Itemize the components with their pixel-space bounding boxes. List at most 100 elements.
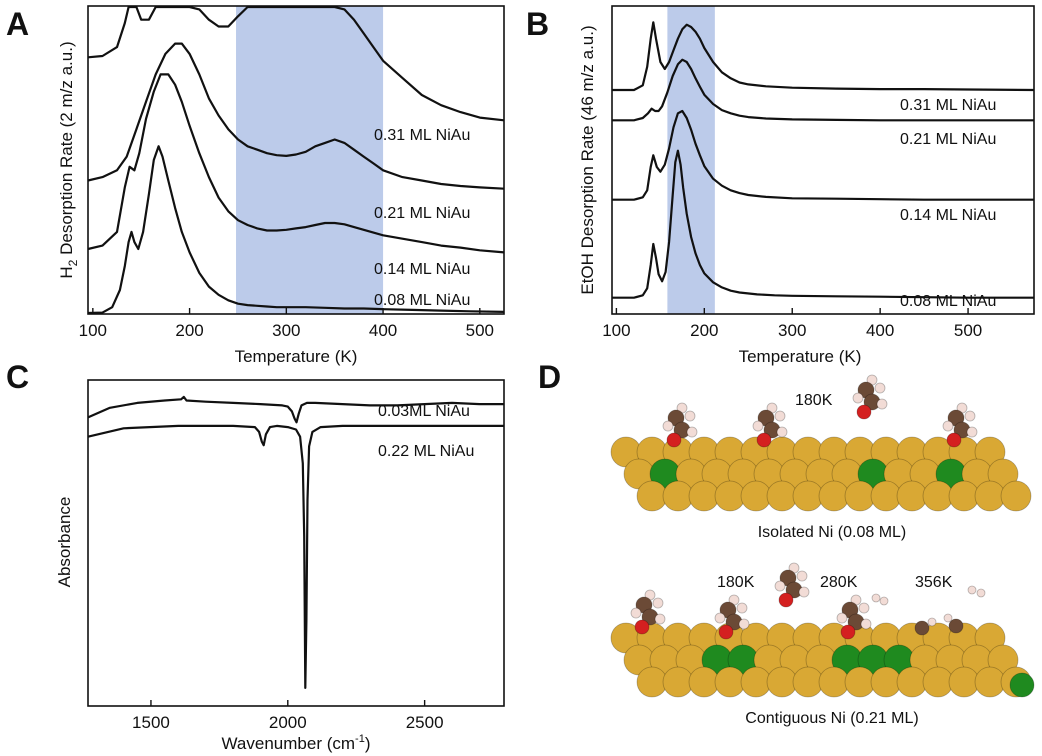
au-atom [636,480,668,512]
au-atom [740,480,772,512]
au-atom [688,480,720,512]
ethanol-molecule [662,402,698,448]
au-atom [688,666,720,698]
hydrogen-atom [796,570,808,582]
hydrogen-atom [852,392,864,404]
series-label-b-0: 0.31 ML NiAu [900,97,996,114]
chart-c-xlabel: Wavenumber (cm-1) [222,733,371,753]
slab-isolated-ni [610,436,1032,512]
ni-atom [1009,672,1035,698]
hydrogen-atom [774,580,786,592]
top-temperature-label: 180K [795,392,833,409]
hydrogen-atom [966,426,978,438]
chart-c-ylabel: Absorbance [55,497,74,588]
au-atom [896,480,928,512]
au-atom [714,480,746,512]
au-atom [974,666,1006,698]
hydrogen-atom [976,588,986,598]
xtick-label-a-1: 200 [175,321,203,340]
oxygen-atom [840,624,856,640]
chart-b-ylabel: EtOH Desorption Rate (46 m/z a.u.) [578,25,597,294]
series-label-b-2: 0.14 ML NiAu [900,207,996,224]
oxygen-atom [946,432,962,448]
chart-c-frame [87,379,505,707]
hydrogen-atom [684,410,696,422]
xtick-label-b-4: 500 [954,321,982,340]
hydrogen-atom [686,426,698,438]
ethanol-molecule [942,402,978,448]
carbon-atom [948,618,964,634]
xtick-label-a-4: 500 [466,321,494,340]
oxygen-atom [856,404,872,420]
ethanol-molecule [852,374,888,420]
panel-b-label: B [526,6,549,42]
hydrogen-atom [752,420,764,432]
chart-c: 1500 2000 2500 Wavenumber (cm-1) Absorbanc… [55,379,505,753]
au-atom [896,666,928,698]
series-label-b-1: 0.21 ML NiAu [900,131,996,148]
series-line-b-3 [612,149,1034,299]
ethanol-molecule [836,594,872,640]
au-atom [948,666,980,698]
hydrogen-atom [736,602,748,614]
hydrogen-atom [879,596,889,606]
au-atom [740,666,772,698]
series-line-b-2 [612,109,1034,201]
series-label-a-3: 0.08 ML NiAu [374,292,470,309]
series-label-a-0: 0.31 ML NiAu [374,127,470,144]
hydrogen-atom [964,410,976,422]
bottom-temperature-label-3: 356K [915,574,953,591]
xtick-label-c-1: 2000 [269,713,307,732]
xtick-label-c-0: 1500 [132,713,170,732]
hydrogen-atom [798,586,810,598]
xtick-label-a-3: 400 [369,321,397,340]
chart-b: 100 200 300 400 500 Temperature (K) EtOH Des… [578,5,1035,366]
bottom-temperature-label-2: 280K [820,574,858,591]
xtick-label-b-0: 100 [602,321,630,340]
ethanol-molecule [714,594,750,640]
chart-b-frame [611,5,1035,315]
xtick-label-c-2: 2500 [406,713,444,732]
isolated-ni-caption: Isolated Ni (0.08 ML) [758,524,907,541]
hydrogen-molecules [871,585,986,606]
xtick-label-a-2: 300 [272,321,300,340]
xtick-label-b-1: 200 [690,321,718,340]
carbon-atom [914,620,930,636]
au-atom [818,480,850,512]
hydrogen-atom [836,612,848,624]
series-label-a-1: 0.21 ML NiAu [374,205,470,222]
series-label-c-0: 0.03ML NiAu [378,403,470,420]
xtick-label-a-0: 100 [79,321,107,340]
hydrogen-atom [967,585,977,595]
oxygen-atom [756,432,772,448]
hydrogen-atom [927,617,937,627]
au-atom [870,480,902,512]
hydrogen-atom [652,597,664,609]
highlight-band-a [236,6,384,314]
panel-a-label: A [6,6,29,42]
au-atom [792,666,824,698]
series-label-b-3: 0.08 ML NiAu [900,293,996,310]
series-label-c-1: 0.22 ML NiAu [378,443,474,460]
contiguous-ni-caption: Contiguous Ni (0.21 ML) [745,710,918,727]
au-atom [662,666,694,698]
hydrogen-atom [774,410,786,422]
hydrogen-atom [874,382,886,394]
au-atom [844,480,876,512]
hydrogen-atom [860,618,872,630]
series-line-b-0 [612,21,1035,92]
series-label-a-2: 0.14 ML NiAu [374,261,470,278]
au-atom [922,480,954,512]
hydrogen-atom [943,613,953,623]
series-line-a-2 [87,73,505,254]
slab-contiguous-ni [610,622,1035,698]
hydrogen-atom [776,426,788,438]
hydrogen-atom [654,613,666,625]
series-line-c-1 [87,424,504,689]
au-atom [662,480,694,512]
series-line-a-1 [87,42,505,190]
oxygen-atom [634,619,650,635]
chart-b-xlabel: Temperature (K) [739,347,862,366]
hydrogen-atom [738,618,750,630]
